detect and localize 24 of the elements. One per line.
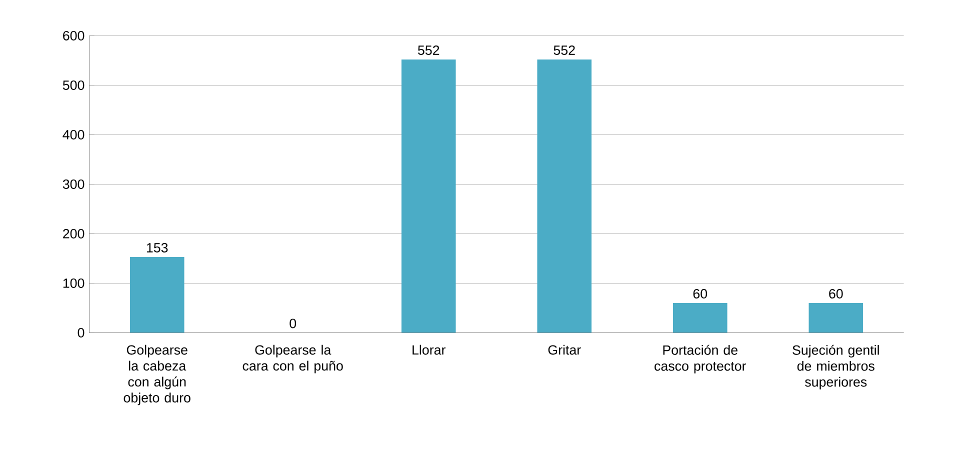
y-tick-label: 500 [62, 80, 84, 90]
bar [808, 303, 864, 333]
bar [130, 257, 184, 333]
x-tick-label: Gritar [548, 344, 581, 355]
data-label: 60 [693, 289, 708, 299]
x-tick-label: Golpearse la cabeza con algún objeto duro [124, 344, 190, 406]
bar [672, 303, 728, 333]
bar [401, 60, 456, 333]
x-tick-label: Portación de casco protector [654, 344, 746, 374]
y-tick-label: 400 [62, 130, 84, 140]
y-tick-label: 600 [63, 31, 84, 41]
data-label: 153 [146, 243, 168, 253]
y-tick-label: 200 [63, 229, 84, 239]
data-label: 0 [290, 318, 296, 328]
x-tick-label: Sujeción gentil de miembros superiores [792, 344, 879, 390]
y-tick-label: 0 [78, 328, 84, 338]
x-tick-label: Golpearse la cara con el puño [242, 344, 343, 374]
data-label: 60 [829, 289, 843, 299]
data-label: 552 [554, 46, 575, 56]
y-tick-label: 100 [63, 278, 84, 288]
y-tick-label: 300 [62, 180, 84, 190]
data-label: 552 [418, 46, 440, 56]
bar [537, 60, 592, 333]
x-tick-label: Llorar [412, 344, 446, 355]
